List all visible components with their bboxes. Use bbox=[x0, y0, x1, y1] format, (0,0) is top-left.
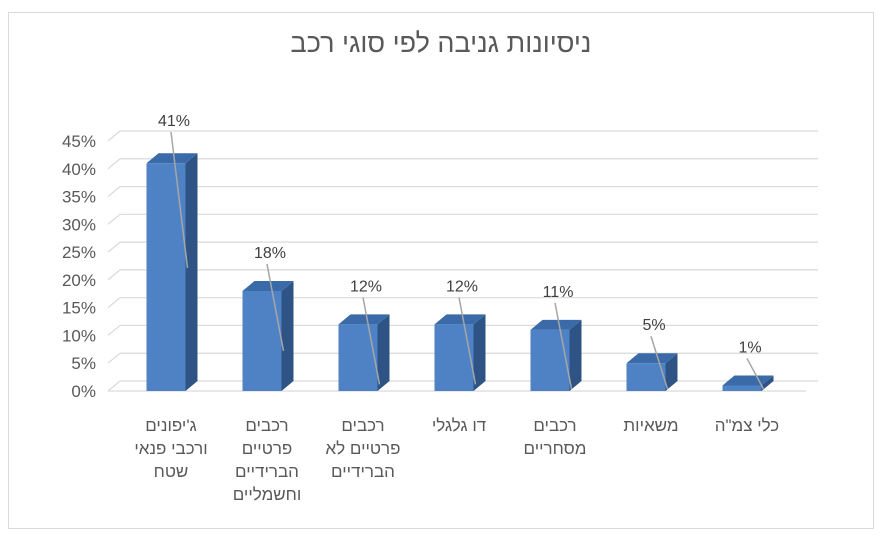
y-tick-label: 25% bbox=[62, 243, 96, 262]
y-tick-label: 20% bbox=[62, 271, 96, 290]
gridline-depth bbox=[107, 130, 121, 142]
data-label: 18% bbox=[254, 245, 286, 262]
y-tick-label: 10% bbox=[62, 326, 96, 345]
leader-line bbox=[746, 358, 765, 390]
y-tick-label: 5% bbox=[71, 354, 96, 373]
bar-side bbox=[377, 314, 390, 391]
bar-side bbox=[761, 375, 774, 391]
bar-side bbox=[473, 314, 486, 391]
bar-top bbox=[146, 153, 198, 164]
data-label: 41% bbox=[158, 113, 190, 130]
y-tick-label: 35% bbox=[62, 188, 96, 207]
x-tick-label: הברידיים bbox=[235, 462, 299, 481]
y-tick-label: 40% bbox=[62, 160, 96, 179]
gridline-depth bbox=[107, 297, 121, 309]
x-tick-label: רכבים bbox=[245, 416, 288, 435]
y-tick-label: 30% bbox=[62, 215, 96, 234]
x-tick-label: כלי צמ"ה bbox=[715, 416, 779, 435]
leader-line bbox=[266, 263, 285, 352]
gridline-depth bbox=[107, 352, 121, 364]
gridline-depth bbox=[107, 213, 121, 225]
data-label: 1% bbox=[738, 339, 761, 356]
x-tick-label: שטח bbox=[154, 462, 189, 481]
x-tick-label: הברידיים bbox=[331, 462, 395, 481]
data-label: 11% bbox=[543, 284, 574, 301]
x-tick-label: וחשמליים bbox=[233, 485, 302, 504]
bar-top bbox=[434, 314, 486, 325]
data-label: 5% bbox=[642, 317, 665, 334]
x-tick-label: משאיות bbox=[623, 416, 678, 435]
leader-line bbox=[170, 131, 189, 269]
bar-side bbox=[665, 353, 678, 391]
gridline-depth bbox=[107, 186, 121, 198]
x-tick-label: ורכבי פנאי bbox=[134, 439, 207, 458]
bar-side bbox=[569, 319, 582, 391]
y-tick-label: 0% bbox=[71, 382, 96, 401]
gridline-depth bbox=[107, 380, 121, 392]
x-tick-label: רכבים bbox=[533, 416, 576, 435]
bar-top bbox=[242, 281, 294, 291]
x-tick-label: ג'יפונים bbox=[145, 416, 197, 435]
leader-line bbox=[650, 335, 669, 390]
y-tick-label: 15% bbox=[62, 299, 96, 318]
gridline-depth bbox=[107, 269, 121, 281]
data-label: 12% bbox=[446, 278, 478, 295]
x-tick-label: מסחריים bbox=[524, 439, 587, 458]
bar bbox=[722, 385, 762, 391]
x-tick-label: פרטיים bbox=[242, 439, 293, 458]
x-tick-label: פרטיים לא bbox=[326, 439, 401, 458]
gridline-depth bbox=[107, 158, 121, 170]
bar-side bbox=[281, 281, 294, 391]
x-tick-label: דו גלגלי bbox=[432, 416, 486, 435]
data-label: 12% bbox=[350, 278, 382, 295]
bar-top bbox=[626, 353, 678, 364]
bar-side bbox=[185, 153, 198, 391]
leader-line bbox=[554, 302, 573, 390]
gridline-depth bbox=[107, 241, 121, 253]
bar bbox=[626, 363, 666, 391]
bar bbox=[338, 324, 378, 391]
x-tick-label: רכבים bbox=[341, 416, 384, 435]
bar-top bbox=[530, 319, 582, 330]
bar-top bbox=[338, 314, 390, 325]
y-tick-label: 45% bbox=[62, 132, 96, 151]
leader-line bbox=[458, 297, 477, 385]
gridline-depth bbox=[107, 324, 121, 336]
chart-title: ניסיונות גניבה לפי סוגי רכב bbox=[290, 28, 592, 58]
bar bbox=[530, 329, 570, 391]
leader-line bbox=[362, 297, 381, 385]
bar bbox=[434, 324, 474, 391]
